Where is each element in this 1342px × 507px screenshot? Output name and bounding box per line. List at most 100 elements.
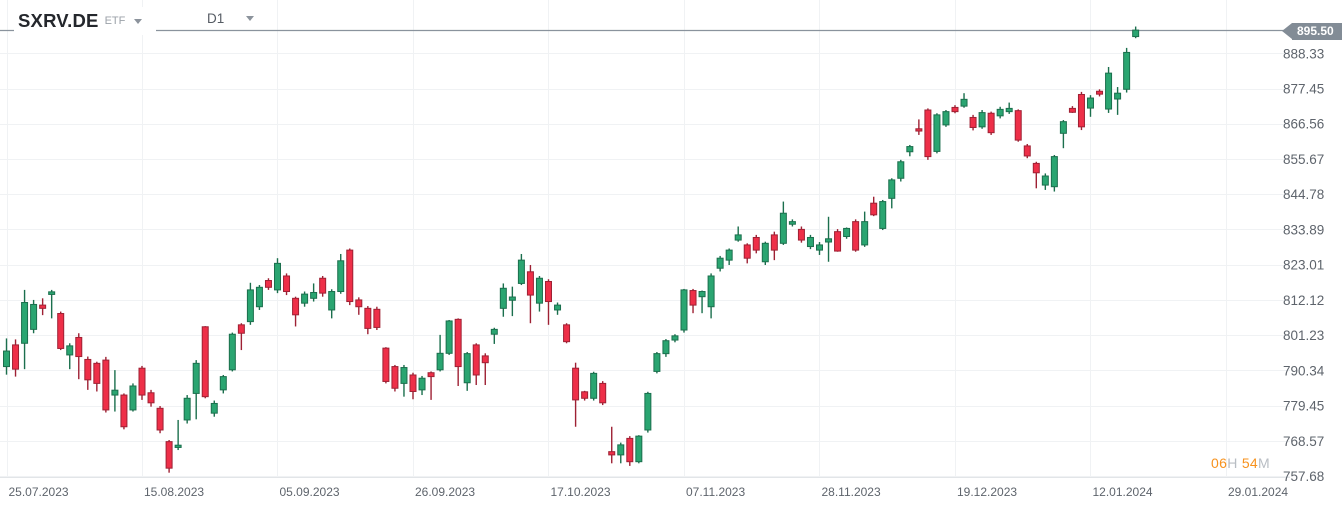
- candle[interactable]: [508, 286, 516, 317]
- candle[interactable]: [617, 442, 625, 464]
- candle[interactable]: [283, 273, 291, 296]
- candle[interactable]: [129, 383, 137, 412]
- candle[interactable]: [1041, 173, 1049, 190]
- candle[interactable]: [978, 110, 986, 129]
- candle[interactable]: [301, 291, 309, 307]
- candle[interactable]: [626, 436, 634, 466]
- candle[interactable]: [544, 279, 552, 325]
- candle[interactable]: [237, 323, 245, 351]
- candle[interactable]: [463, 352, 471, 391]
- candle[interactable]: [716, 255, 724, 272]
- candle[interactable]: [761, 241, 769, 265]
- candle[interactable]: [563, 323, 571, 344]
- candle[interactable]: [373, 306, 381, 331]
- candle[interactable]: [1059, 120, 1067, 149]
- candle[interactable]: [915, 119, 923, 135]
- candle[interactable]: [355, 297, 363, 315]
- candle[interactable]: [75, 333, 83, 380]
- candle[interactable]: [888, 178, 896, 209]
- candle[interactable]: [1068, 106, 1076, 113]
- symbol-selector[interactable]: SXRV.DE ETF: [14, 7, 157, 35]
- candle[interactable]: [246, 282, 254, 325]
- candle[interactable]: [924, 108, 932, 160]
- candle[interactable]: [797, 226, 805, 243]
- candle[interactable]: [481, 353, 489, 386]
- candle[interactable]: [3, 338, 10, 375]
- candle[interactable]: [897, 159, 905, 182]
- candle[interactable]: [779, 201, 787, 245]
- candle[interactable]: [1086, 95, 1094, 117]
- candle[interactable]: [572, 362, 580, 427]
- candle[interactable]: [554, 302, 562, 315]
- candle[interactable]: [1132, 26, 1140, 39]
- candle[interactable]: [111, 370, 119, 412]
- candle[interactable]: [653, 352, 661, 374]
- candle[interactable]: [725, 248, 733, 265]
- candle[interactable]: [870, 196, 878, 217]
- candle[interactable]: [879, 199, 887, 231]
- candle[interactable]: [210, 400, 218, 417]
- candle[interactable]: [1105, 66, 1113, 113]
- candle[interactable]: [319, 275, 327, 297]
- candle[interactable]: [752, 234, 760, 254]
- candle[interactable]: [337, 253, 345, 294]
- candle[interactable]: [21, 289, 29, 370]
- candle[interactable]: [120, 393, 128, 430]
- candle[interactable]: [825, 216, 833, 262]
- candle[interactable]: [165, 440, 173, 473]
- candle[interactable]: [951, 105, 959, 114]
- candle[interactable]: [689, 288, 697, 314]
- candle[interactable]: [734, 226, 742, 242]
- candle[interactable]: [346, 248, 354, 306]
- candle[interactable]: [93, 361, 101, 392]
- candle[interactable]: [39, 298, 47, 316]
- candle[interactable]: [436, 334, 444, 372]
- candle[interactable]: [788, 219, 796, 227]
- candle[interactable]: [770, 231, 778, 261]
- candle[interactable]: [183, 395, 191, 424]
- candle[interactable]: [328, 289, 336, 319]
- candle[interactable]: [409, 372, 417, 400]
- candle[interactable]: [662, 339, 670, 357]
- candle[interactable]: [526, 264, 534, 324]
- candle[interactable]: [1050, 154, 1058, 192]
- candle[interactable]: [391, 364, 399, 392]
- candle[interactable]: [382, 347, 390, 384]
- candle[interactable]: [174, 419, 182, 451]
- candle[interactable]: [707, 273, 715, 319]
- candle[interactable]: [608, 426, 616, 464]
- candle[interactable]: [156, 406, 164, 434]
- candle[interactable]: [1077, 91, 1085, 131]
- candle[interactable]: [969, 114, 977, 131]
- candle[interactable]: [418, 375, 426, 396]
- candle[interactable]: [400, 364, 408, 397]
- candle[interactable]: [599, 381, 607, 406]
- candle[interactable]: [743, 243, 751, 264]
- candle[interactable]: [987, 111, 995, 135]
- candle[interactable]: [264, 278, 272, 290]
- candle[interactable]: [806, 234, 814, 250]
- timeframe-selector[interactable]: D1: [201, 9, 265, 27]
- candle[interactable]: [590, 371, 598, 401]
- candle[interactable]: [30, 299, 38, 334]
- candle[interactable]: [499, 283, 507, 317]
- candle[interactable]: [581, 390, 589, 401]
- candle[interactable]: [1032, 161, 1040, 189]
- candle[interactable]: [1023, 143, 1031, 159]
- candle[interactable]: [861, 211, 869, 247]
- candle[interactable]: [960, 93, 968, 108]
- candle[interactable]: [996, 106, 1004, 119]
- candle[interactable]: [1005, 102, 1013, 114]
- candle[interactable]: [535, 275, 543, 312]
- candle[interactable]: [228, 332, 236, 372]
- candle[interactable]: [671, 334, 679, 343]
- candle[interactable]: [472, 343, 480, 386]
- candle[interactable]: [1123, 47, 1131, 93]
- candle[interactable]: [843, 227, 851, 239]
- candle[interactable]: [219, 374, 227, 394]
- candle[interactable]: [1014, 109, 1022, 142]
- candle[interactable]: [1114, 87, 1122, 115]
- candle[interactable]: [273, 258, 281, 294]
- candle[interactable]: [933, 113, 941, 154]
- candle[interactable]: [490, 327, 498, 344]
